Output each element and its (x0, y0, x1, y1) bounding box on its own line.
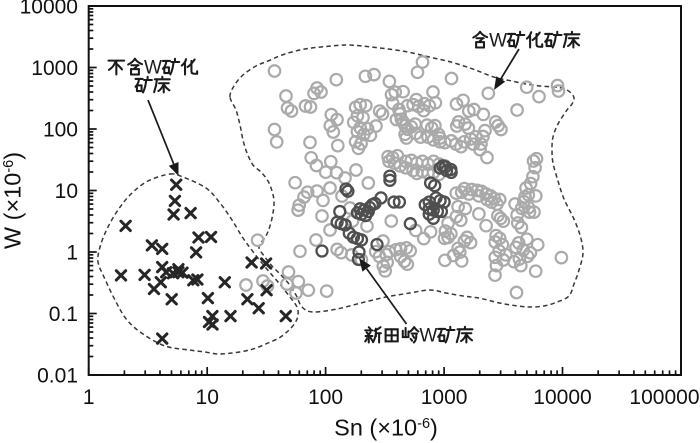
svg-text:1000: 1000 (31, 57, 78, 80)
svg-text:10: 10 (196, 386, 219, 409)
svg-text:1000: 1000 (421, 386, 468, 409)
svg-text:10: 10 (55, 180, 78, 203)
svg-text:0.1: 0.1 (49, 303, 78, 326)
svg-text:100: 100 (308, 386, 343, 409)
svg-text:W: W (489, 31, 507, 52)
svg-text:W: W (419, 326, 437, 347)
svg-text:100: 100 (43, 119, 78, 142)
svg-text:0.01: 0.01 (37, 365, 78, 388)
svg-text:10000: 10000 (533, 386, 591, 409)
svg-text:10000: 10000 (20, 0, 78, 19)
svg-text:100000: 100000 (629, 386, 699, 409)
svg-text:1: 1 (83, 386, 95, 409)
svg-text:W: W (144, 58, 162, 79)
svg-text:1: 1 (66, 242, 78, 265)
